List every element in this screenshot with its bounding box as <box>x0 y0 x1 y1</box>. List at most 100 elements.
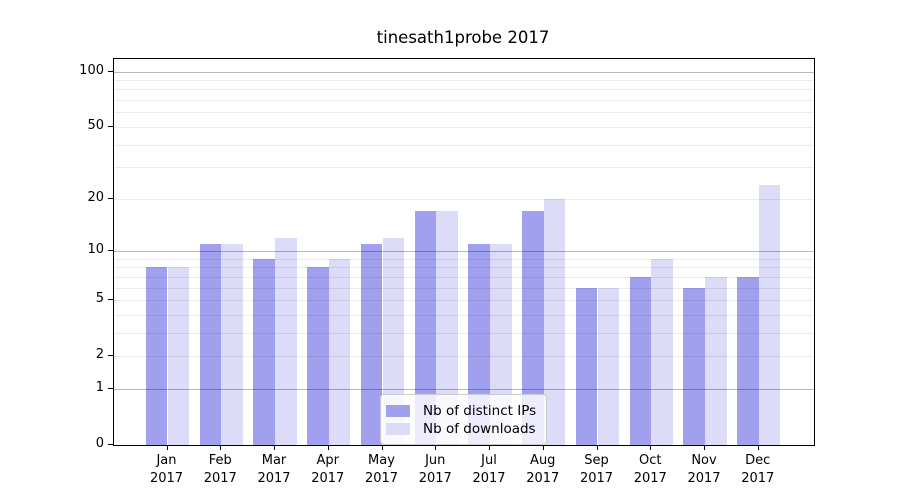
y-tick-label-20: 20 <box>87 189 104 205</box>
y-tick-mark-50 <box>108 125 113 127</box>
x-tick-year: 2017 <box>687 470 721 486</box>
legend-label-downloads: Nb of downloads <box>423 420 536 437</box>
gridline-y-5 <box>114 300 814 301</box>
legend-swatch-downloads <box>386 422 410 435</box>
x-tick-year: 2017 <box>472 470 506 486</box>
x-tick-year: 2017 <box>364 470 399 486</box>
bar-ips-apr <box>307 267 329 445</box>
x-tick-mark-jul <box>489 445 490 450</box>
x-tick-year: 2017 <box>579 470 614 486</box>
gridlines-layer <box>114 59 814 445</box>
bar-ips-jan <box>145 267 168 445</box>
y-tick-label-5: 5 <box>95 291 104 307</box>
chart-title: tinesath1probe 2017 <box>376 28 550 47</box>
x-tick-year: 2017 <box>149 470 184 486</box>
y-tick-label-50: 50 <box>87 117 104 133</box>
x-tick-month: Jan <box>156 453 177 468</box>
y-tick-mark-5 <box>108 299 113 300</box>
bar-downloads-jan <box>167 267 190 445</box>
x-tick-year: 2017 <box>311 470 345 486</box>
gridline-y-1 <box>114 388 814 390</box>
gridline-y-8 <box>114 267 814 269</box>
x-tick-month: Jun <box>425 453 446 468</box>
x-tick-label-apr: Apr 2017 <box>288 452 368 487</box>
legend-swatch-distinct-ips <box>386 404 410 417</box>
bar-ips-aug <box>522 211 544 445</box>
x-tick-mark-oct <box>650 445 652 450</box>
x-tick-year: 2017 <box>418 470 452 486</box>
x-tick-label-aug: Aug 2017 <box>503 452 583 487</box>
bar-ips-oct <box>629 276 652 445</box>
y-tick-label-1: 1 <box>95 379 104 395</box>
y-tick-mark-10 <box>108 250 113 251</box>
gridline-y-80 <box>114 89 814 91</box>
bar-downloads-sep <box>597 287 620 445</box>
gridline-y-70 <box>114 100 814 102</box>
bar-downloads-apr <box>328 258 351 445</box>
y-tick-label-100: 100 <box>79 62 104 78</box>
gridline-y-6 <box>114 287 814 289</box>
x-tick-month: Oct <box>639 453 662 468</box>
x-tick-year: 2017 <box>257 470 291 486</box>
x-tick-mark-dec <box>757 445 759 450</box>
x-tick-mark-mar <box>274 445 275 450</box>
legend-label-distinct-ips: Nb of distinct IPs <box>423 402 537 419</box>
y-tick-mark-2 <box>108 355 113 357</box>
y-tick-mark-100 <box>108 70 113 72</box>
gridline-y-90 <box>114 80 814 81</box>
x-tick-month: Dec <box>745 453 771 468</box>
x-tick-month: May <box>368 453 395 468</box>
gridline-y-2 <box>114 356 814 358</box>
x-tick-year: 2017 <box>741 470 775 486</box>
y-tick-mark-20 <box>108 197 113 199</box>
x-tick-label-nov: Nov 2017 <box>664 452 744 487</box>
x-tick-month: Mar <box>261 453 287 468</box>
bar-downloads-aug <box>543 198 566 445</box>
bar-downloads-may <box>382 237 405 445</box>
x-tick-label-jun: Jun 2017 <box>395 452 475 487</box>
bar-downloads-feb <box>221 243 243 445</box>
bar-ips-sep <box>575 287 598 445</box>
bar-ips-may <box>360 243 383 445</box>
bar-downloads-dec <box>758 184 781 445</box>
x-tick-year: 2017 <box>633 470 667 486</box>
gridline-y-4 <box>114 314 814 316</box>
bar-ips-mar <box>253 258 275 445</box>
bar-ips-nov <box>683 287 705 445</box>
gridline-y-50 <box>114 126 814 128</box>
x-tick-year: 2017 <box>203 470 237 486</box>
legend: Nb of distinct IPs Nb of downloads <box>380 394 548 445</box>
legend-item-downloads: Nb of downloads <box>386 420 536 437</box>
x-tick-mark-aug <box>542 445 544 450</box>
x-tick-month: Jul <box>481 453 497 468</box>
bar-downloads-oct <box>651 258 673 445</box>
x-tick-month: Feb <box>208 453 232 468</box>
gridline-y-60 <box>114 112 814 114</box>
gridline-y-3 <box>114 332 814 334</box>
y-tick-label-0: 0 <box>95 436 104 451</box>
gridline-y-7 <box>114 276 814 278</box>
legend-item-distinct-ips: Nb of distinct IPs <box>386 402 536 419</box>
y-tick-label-2: 2 <box>95 347 104 363</box>
x-tick-mark-apr <box>327 445 329 450</box>
x-tick-label-sep: Sep 2017 <box>557 452 637 487</box>
gridline-y-40 <box>114 144 814 146</box>
x-tick-label-dec: Dec 2017 <box>718 452 798 487</box>
x-tick-month: Nov <box>691 453 717 468</box>
y-tick-mark-0 <box>108 444 113 445</box>
x-tick-label-jan: Jan 2017 <box>127 452 207 487</box>
x-tick-mark-jan <box>166 445 168 450</box>
x-tick-mark-jun <box>435 445 437 450</box>
x-tick-label-jul: Jul 2017 <box>449 452 529 487</box>
plot-area: Nb of distinct IPs Nb of downloads <box>113 58 815 446</box>
x-tick-month: Sep <box>584 453 609 468</box>
y-tick-mark-1 <box>108 387 113 389</box>
x-tick-month: Aug <box>530 453 556 468</box>
x-tick-mark-may <box>381 445 383 450</box>
bar-downloads-nov <box>705 276 727 445</box>
bar-downloads-jun <box>436 211 458 445</box>
gridline-y-10 <box>114 251 814 252</box>
x-tick-label-feb: Feb 2017 <box>180 452 260 487</box>
bar-ips-dec <box>737 276 759 445</box>
